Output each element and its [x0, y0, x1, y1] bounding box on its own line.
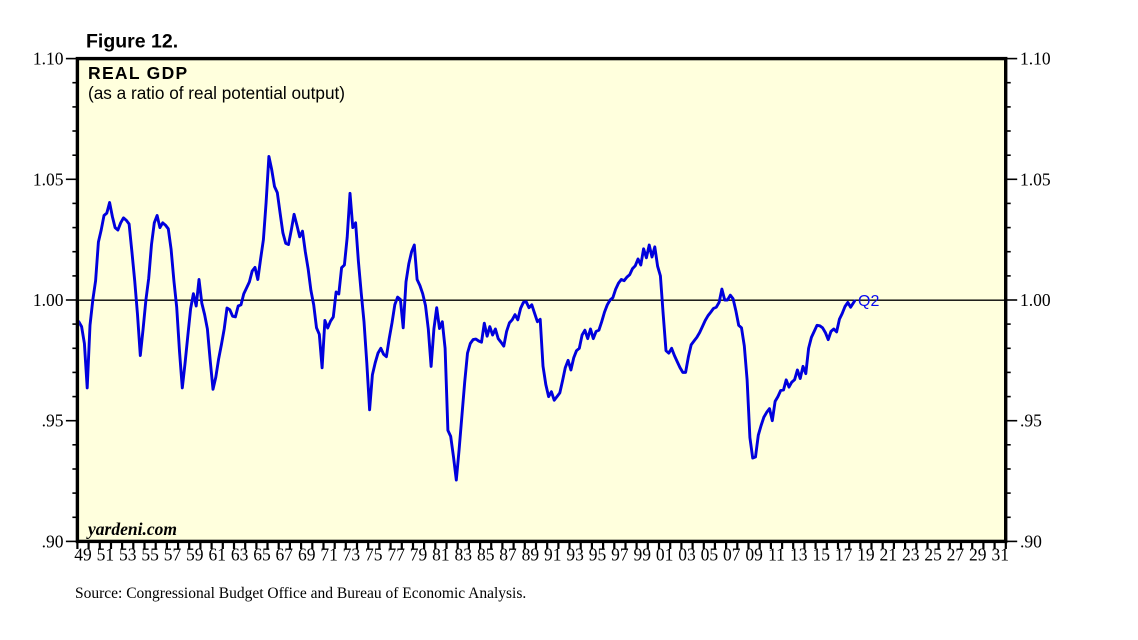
svg-text:69: 69: [298, 545, 316, 565]
svg-text:.90: .90: [42, 531, 64, 551]
svg-text:yardeni.com: yardeni.com: [86, 519, 177, 539]
svg-text:89: 89: [522, 545, 540, 565]
svg-text:99: 99: [633, 545, 651, 565]
svg-text:13: 13: [790, 545, 808, 565]
svg-text:67: 67: [276, 545, 294, 565]
svg-text:Figure 12.: Figure 12.: [86, 31, 178, 53]
svg-text:95: 95: [589, 545, 607, 565]
svg-text:21: 21: [880, 545, 898, 565]
svg-text:1.00: 1.00: [1020, 290, 1051, 310]
svg-text:63: 63: [231, 545, 249, 565]
svg-text:57: 57: [164, 545, 182, 565]
svg-text:03: 03: [678, 545, 696, 565]
svg-text:.95: .95: [42, 411, 64, 431]
svg-text:.95: .95: [1020, 411, 1042, 431]
svg-text:05: 05: [701, 545, 719, 565]
svg-text:81: 81: [432, 545, 450, 565]
svg-text:55: 55: [141, 545, 159, 565]
svg-text:91: 91: [544, 545, 562, 565]
svg-text:1.10: 1.10: [1020, 49, 1051, 69]
svg-text:49: 49: [74, 545, 92, 565]
svg-text:1.10: 1.10: [33, 49, 64, 69]
svg-text:75: 75: [365, 545, 383, 565]
svg-text:83: 83: [455, 545, 473, 565]
svg-text:07: 07: [723, 545, 741, 565]
svg-text:65: 65: [253, 545, 271, 565]
svg-text:(as a ratio of real potential: (as a ratio of real potential output): [88, 83, 345, 103]
svg-text:77: 77: [387, 545, 405, 565]
svg-text:1.05: 1.05: [33, 169, 64, 189]
svg-text:15: 15: [812, 545, 830, 565]
svg-text:79: 79: [410, 545, 428, 565]
svg-text:59: 59: [186, 545, 204, 565]
svg-text:01: 01: [656, 545, 674, 565]
svg-text:Q2: Q2: [858, 293, 879, 310]
svg-text:25: 25: [924, 545, 942, 565]
svg-text:REAL GDP: REAL GDP: [88, 63, 189, 83]
svg-text:11: 11: [768, 545, 785, 565]
svg-text:53: 53: [119, 545, 137, 565]
svg-text:19: 19: [857, 545, 875, 565]
svg-text:71: 71: [320, 545, 338, 565]
svg-text:1.00: 1.00: [33, 290, 64, 310]
svg-text:85: 85: [477, 545, 495, 565]
svg-text:93: 93: [566, 545, 584, 565]
svg-text:29: 29: [969, 545, 987, 565]
svg-text:23: 23: [902, 545, 920, 565]
svg-text:51: 51: [97, 545, 115, 565]
svg-text:09: 09: [745, 545, 763, 565]
svg-text:17: 17: [835, 545, 853, 565]
svg-text:1.05: 1.05: [1020, 169, 1051, 189]
svg-text:Source: Congressional Budget O: Source: Congressional Budget Office and …: [75, 585, 526, 602]
svg-text:.90: .90: [1020, 531, 1042, 551]
svg-text:73: 73: [343, 545, 361, 565]
svg-text:31: 31: [991, 545, 1009, 565]
svg-text:97: 97: [611, 545, 629, 565]
svg-text:61: 61: [208, 545, 226, 565]
svg-text:27: 27: [947, 545, 965, 565]
svg-text:87: 87: [499, 545, 517, 565]
